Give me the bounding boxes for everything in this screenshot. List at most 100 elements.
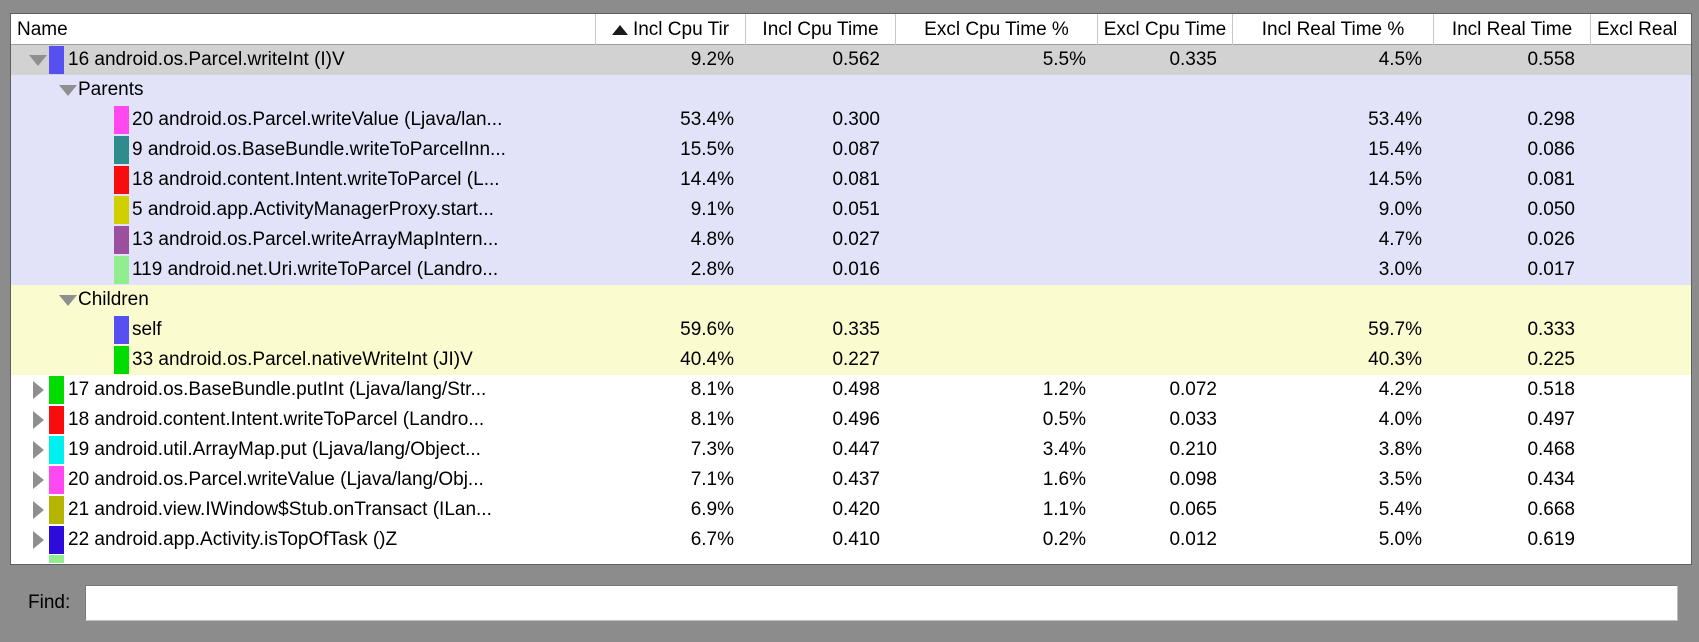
table-row[interactable]: 16 android.os.Parcel.writeInt (I)V 9.2% 0.…	[11, 45, 1691, 75]
name-cell: 19 android.util.ArrayMap.put (Ljava/lang…	[11, 435, 596, 465]
value-cell	[1233, 285, 1434, 315]
value-cell	[1591, 555, 1691, 563]
value-cell: 1.6%	[1042, 469, 1086, 490]
value-cell	[1098, 105, 1233, 135]
value-cell	[1591, 465, 1691, 495]
section-row-parents[interactable]: Parents	[11, 75, 1691, 105]
value-cell	[896, 165, 1098, 195]
method-name: 13 android.os.Parcel.writeArrayMapIntern…	[132, 229, 499, 250]
value-cell	[1591, 225, 1691, 255]
value-cell: 8.1%	[690, 409, 734, 430]
table-row[interactable]: 18 android.content.Intent.writeToParcel …	[11, 405, 1691, 435]
column-header-excl-cpu-time-[interactable]: Excl Cpu Time %	[896, 14, 1098, 45]
value-cell	[1098, 255, 1233, 285]
expand-triangle-icon[interactable]	[33, 501, 44, 519]
method-color-swatch	[49, 555, 64, 563]
value-cell	[896, 195, 1098, 225]
method-color-swatch	[49, 376, 64, 404]
value-cell	[1098, 165, 1233, 195]
method-name: 18 android.content.Intent.writeToParcel …	[68, 409, 485, 430]
collapse-triangle-icon[interactable]	[59, 295, 77, 306]
table-row[interactable]: 20 android.os.Parcel.writeValue (Ljava/l…	[11, 105, 1691, 135]
method-color-swatch	[114, 346, 129, 374]
value-cell	[1233, 555, 1434, 563]
value-cell: 1.1%	[1042, 499, 1086, 520]
value-cell: 0.668	[1527, 499, 1575, 520]
value-cell: 40.4%	[680, 349, 734, 370]
collapse-triangle-icon[interactable]	[29, 55, 47, 66]
value-cell: 7.3%	[690, 439, 734, 460]
column-header-label: Excl Cpu Time %	[924, 18, 1069, 40]
table-row[interactable]: 13 android.os.Parcel.writeArrayMapIntern…	[11, 225, 1691, 255]
value-cell: 0.072	[1169, 379, 1217, 400]
column-header-incl-cpu-time[interactable]: Incl Cpu Time	[746, 14, 896, 45]
table-row[interactable]: 22 android.app.Activity.isTopOfTask ()Z 6…	[11, 525, 1691, 555]
value-cell: 0.033	[1169, 409, 1217, 430]
method-name: self	[132, 319, 162, 340]
collapse-triangle-icon[interactable]	[59, 85, 77, 96]
value-cell	[1591, 165, 1691, 195]
column-header-name[interactable]: Name	[11, 14, 596, 45]
table-row[interactable]: self 59.6% 0.335 59.7% 0.333	[11, 315, 1691, 345]
table-header-row: Name Incl Cpu Tir Incl Cpu Time Excl Cpu Ti…	[11, 14, 1691, 45]
find-input[interactable]	[85, 585, 1678, 621]
column-header-label: Incl Cpu Tir	[632, 18, 730, 40]
value-cell: 4.2%	[1378, 379, 1422, 400]
value-cell	[1098, 195, 1233, 225]
name-cell: 22 android.app.Activity.isTopOfTask ()Z	[11, 525, 596, 555]
name-cell: 17 android.os.BaseBundle.putInt (Ljava/l…	[11, 375, 596, 405]
method-name: 20 android.os.Parcel.writeValue (Ljava/l…	[68, 469, 484, 490]
table-row[interactable]: 119 android.net.Uri.writeToParcel (Landr…	[11, 255, 1691, 285]
value-cell: 0.468	[1527, 439, 1575, 460]
table-row[interactable]	[11, 555, 1691, 563]
value-cell	[1591, 195, 1691, 225]
table-row[interactable]: 19 android.util.ArrayMap.put (Ljava/lang…	[11, 435, 1691, 465]
column-header-incl-cpu-tir[interactable]: Incl Cpu Tir	[596, 14, 746, 45]
section-row-children[interactable]: Children	[11, 285, 1691, 315]
name-cell: self	[11, 315, 596, 345]
value-cell	[1591, 285, 1691, 315]
expand-triangle-icon[interactable]	[33, 531, 44, 549]
value-cell	[746, 555, 896, 563]
column-header-label: Excl Cpu Time	[1103, 18, 1227, 40]
value-cell	[896, 345, 1098, 375]
method-name: 17 android.os.BaseBundle.putInt (Ljava/l…	[68, 379, 487, 400]
method-color-swatch	[49, 496, 64, 524]
method-color-swatch	[114, 256, 129, 284]
section-label: Parents	[78, 79, 144, 100]
value-cell	[1591, 105, 1691, 135]
profiler-method-table: Name Incl Cpu Tir Incl Cpu Time Excl Cpu Ti…	[10, 13, 1692, 565]
expand-triangle-icon[interactable]	[33, 471, 44, 489]
table-row[interactable]: 20 android.os.Parcel.writeValue (Ljava/l…	[11, 465, 1691, 495]
column-header-incl-real-time-[interactable]: Incl Real Time %	[1233, 14, 1434, 45]
value-cell: 15.5%	[680, 139, 734, 160]
column-header-incl-real-time[interactable]: Incl Real Time	[1434, 14, 1591, 45]
value-cell	[896, 255, 1098, 285]
name-cell: 21 android.view.IWindow$Stub.onTransact …	[11, 495, 596, 525]
expand-triangle-icon[interactable]	[33, 441, 44, 459]
value-cell: 3.5%	[1378, 469, 1422, 490]
method-name: 22 android.app.Activity.isTopOfTask ()Z	[68, 529, 398, 550]
value-cell: 7.1%	[690, 469, 734, 490]
value-cell: 9.1%	[690, 199, 734, 220]
table-row[interactable]: 33 android.os.Parcel.nativeWriteInt (JI)…	[11, 345, 1691, 375]
value-cell: 53.4%	[680, 109, 734, 130]
table-row[interactable]: 9 android.os.BaseBundle.writeToParcelInn…	[11, 135, 1691, 165]
expand-triangle-icon[interactable]	[33, 381, 44, 399]
column-header-excl-real[interactable]: Excl Real	[1591, 14, 1691, 45]
table-row[interactable]: 18 android.content.Intent.writeToParcel …	[11, 165, 1691, 195]
method-name: 9 android.os.BaseBundle.writeToParcelInn…	[132, 139, 506, 160]
method-color-swatch	[49, 466, 64, 494]
value-cell: 0.300	[832, 109, 880, 130]
value-cell: 0.098	[1169, 469, 1217, 490]
value-cell: 5.5%	[1042, 49, 1086, 70]
value-cell	[896, 75, 1098, 105]
expand-triangle-icon[interactable]	[33, 411, 44, 429]
table-row[interactable]: 21 android.view.IWindow$Stub.onTransact …	[11, 495, 1691, 525]
value-cell	[1591, 315, 1691, 345]
value-cell	[896, 105, 1098, 135]
value-cell: 59.6%	[680, 319, 734, 340]
column-header-excl-cpu-time[interactable]: Excl Cpu Time	[1098, 14, 1233, 45]
table-row[interactable]: 5 android.app.ActivityManagerProxy.start…	[11, 195, 1691, 225]
table-row[interactable]: 17 android.os.BaseBundle.putInt (Ljava/l…	[11, 375, 1691, 405]
